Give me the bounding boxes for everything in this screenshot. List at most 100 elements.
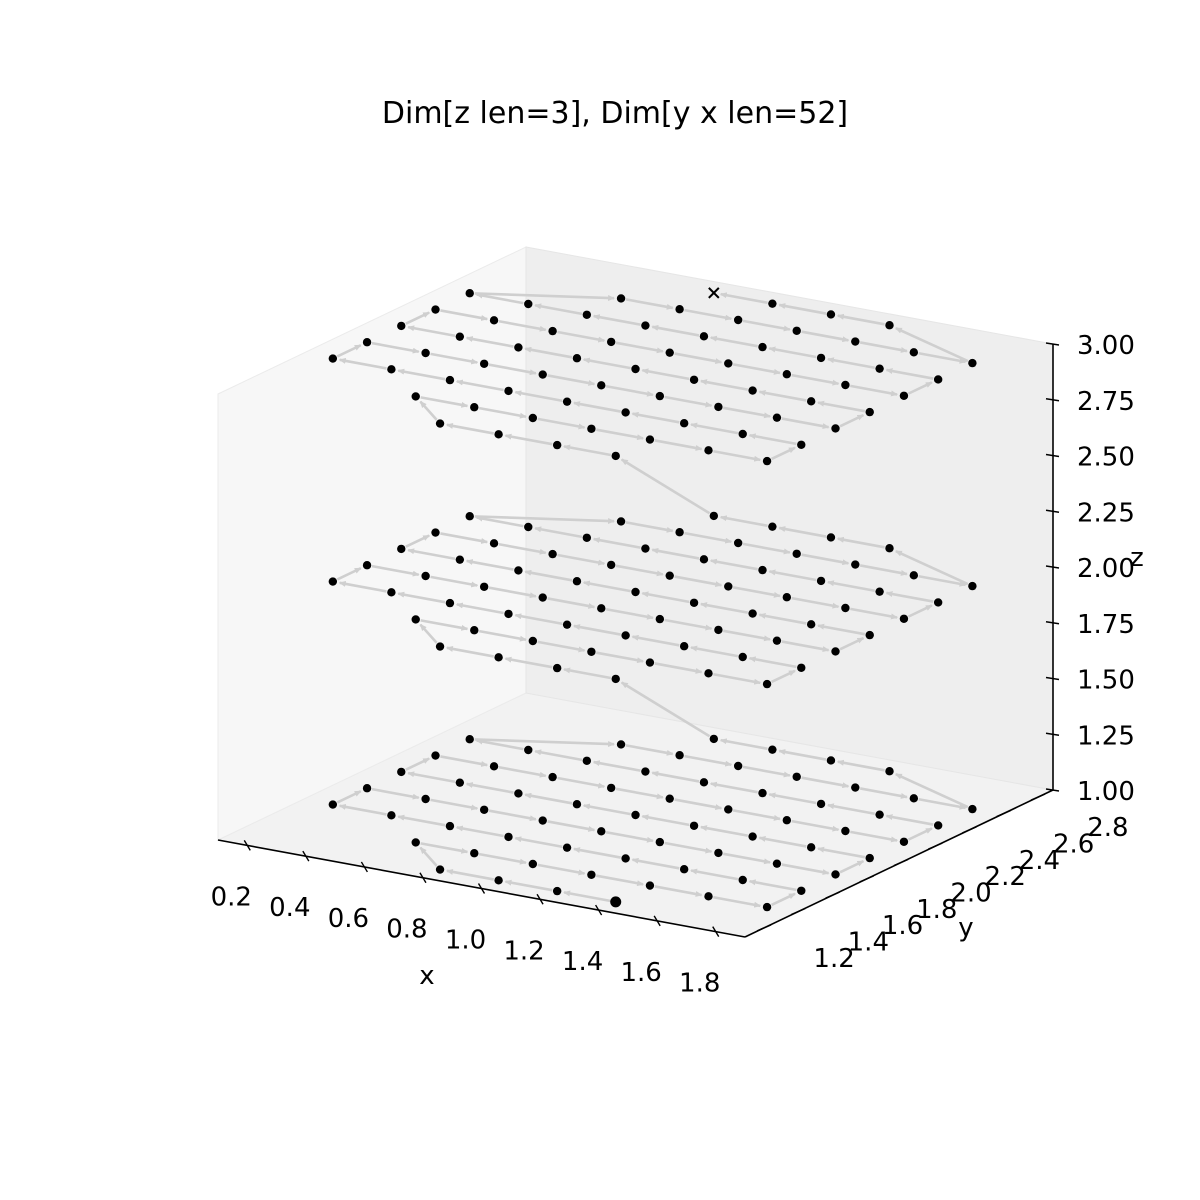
path-arrow: [719, 738, 768, 751]
path-arrow: [620, 458, 711, 515]
data-point: [435, 865, 445, 874]
data-point: [665, 348, 674, 357]
path-arrow: [524, 569, 573, 582]
data-point: [655, 391, 665, 401]
path-arrow: [420, 842, 469, 854]
z-tick: [1045, 342, 1060, 346]
y-tick-label: 1.2: [813, 944, 854, 974]
path-arrow: [709, 335, 758, 348]
path-arrow: [839, 413, 865, 428]
z-tick: [1045, 453, 1060, 458]
data-point: [748, 609, 757, 618]
path-arrow: [699, 825, 748, 837]
x-tick-label: 0.8: [386, 915, 427, 945]
data-point: [772, 859, 782, 868]
data-point: [885, 321, 894, 330]
path-arrow: [407, 771, 456, 784]
path-arrow: [445, 645, 494, 658]
path-arrow: [440, 309, 489, 321]
path-arrow: [709, 781, 758, 794]
y-axis-label: y: [958, 913, 973, 943]
data-point: [616, 517, 626, 526]
x-tick-label: 1.6: [620, 958, 661, 988]
x-tick: [243, 840, 251, 851]
data-point: [572, 800, 582, 809]
path-arrow: [625, 298, 674, 310]
x-tick: [419, 872, 427, 884]
path-arrow: [488, 363, 537, 376]
path-arrow: [465, 782, 514, 794]
path-arrow: [713, 895, 762, 908]
path-arrow: [699, 379, 748, 391]
path-arrow: [420, 396, 469, 408]
data-point: [597, 827, 606, 836]
path-arrow: [885, 368, 934, 380]
path-arrow: [625, 521, 674, 533]
data-point: [704, 669, 713, 678]
data-point: [411, 392, 420, 401]
path-arrow: [592, 537, 641, 549]
y-tick-label: 2.8: [1087, 813, 1128, 843]
data-point: [806, 397, 816, 406]
data-point: [797, 886, 806, 895]
path-arrow: [674, 352, 723, 365]
path-arrow: [742, 319, 791, 332]
path-arrow: [732, 809, 781, 821]
path-arrow: [918, 351, 967, 364]
data-point: [792, 549, 801, 558]
path-arrow: [641, 591, 690, 604]
path-arrow: [709, 558, 758, 571]
path-arrow: [397, 368, 446, 381]
data-point: [689, 821, 699, 830]
path-arrow: [918, 574, 967, 587]
data-point: [582, 756, 592, 765]
data-point: [465, 735, 474, 744]
path-arrow: [572, 401, 621, 413]
data-point: [494, 430, 503, 439]
data-point: [806, 620, 816, 629]
data-point: [552, 886, 562, 896]
path-arrow: [572, 624, 621, 636]
path-arrow: [371, 564, 420, 577]
y-tick: [756, 924, 772, 932]
data-point: [479, 582, 489, 591]
x-tick-label: 1.4: [562, 947, 603, 977]
axis-labels: 0.2 0.4 0.6 0.8 1.0 1.2 1.4 1.6 1.81.21.41.61.82…: [211, 331, 1144, 999]
path-arrow: [419, 623, 438, 644]
data-point: [606, 337, 616, 347]
path-arrow: [465, 336, 514, 348]
path-arrow: [514, 836, 563, 849]
data-point: [679, 642, 689, 651]
data-point: [489, 762, 499, 771]
data-point: [562, 843, 572, 852]
path-arrow: [836, 759, 885, 772]
path-arrow: [563, 444, 612, 457]
path-arrow: [475, 292, 524, 305]
data-point: [899, 614, 909, 623]
data-point: [933, 821, 943, 830]
x-tick-label: 1.2: [503, 936, 544, 966]
path-arrow: [778, 526, 827, 538]
path-arrow: [817, 400, 866, 413]
path-arrow: [405, 757, 431, 771]
path-arrow: [742, 765, 791, 778]
z-tick-label: 2.00: [1077, 554, 1135, 584]
data-point: [362, 561, 372, 570]
path-arrow: [605, 830, 654, 843]
x-tick-label: 0.6: [328, 904, 369, 934]
path-arrow: [514, 390, 563, 403]
data-point: [665, 794, 674, 803]
path-arrow: [572, 847, 621, 859]
start-marker: [610, 896, 622, 908]
data-point: [524, 745, 533, 755]
data-point: [689, 598, 699, 607]
path-arrow: [534, 526, 583, 539]
data-point: [328, 354, 338, 363]
data-point: [587, 870, 596, 879]
path-arrow: [771, 892, 796, 907]
path-arrow: [475, 738, 524, 751]
path-arrow: [758, 389, 807, 402]
x-tick: [302, 850, 310, 862]
data-point: [724, 359, 733, 368]
data-point: [865, 630, 874, 640]
